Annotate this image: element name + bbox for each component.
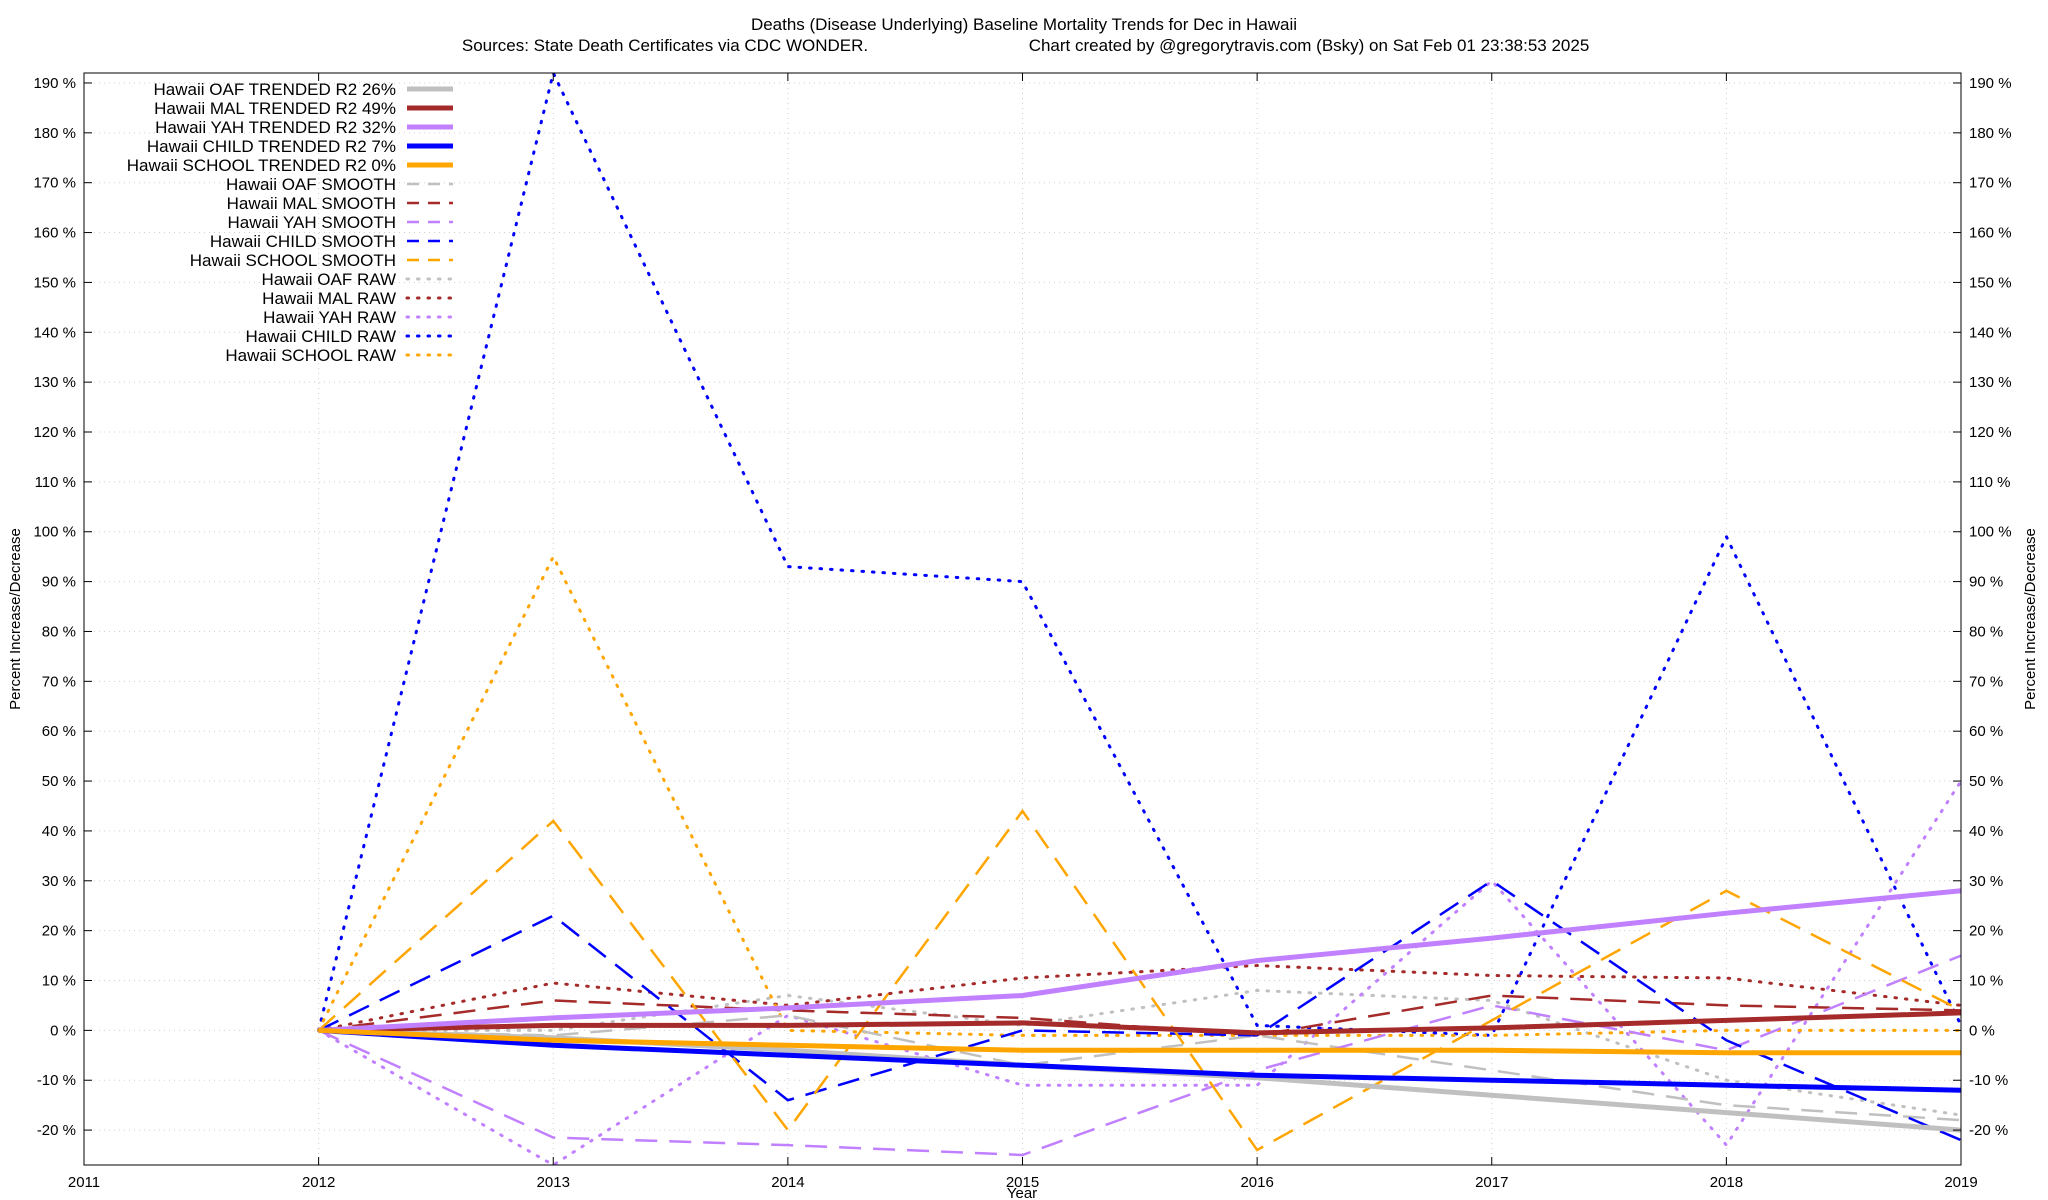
y-tick-label-right: 130 % (1969, 374, 2012, 391)
legend-label: Hawaii CHILD RAW (245, 327, 396, 346)
y-tick-label-left: 20 % (42, 923, 76, 940)
y-tick-label-right: 150 % (1969, 274, 2012, 291)
y-tick-label-left: 180 % (33, 125, 76, 142)
chart-subtitle-right: Chart created by @gregorytravis.com (Bsk… (1029, 36, 1590, 55)
x-tick-label: 2015 (1006, 1174, 1039, 1191)
y-tick-label-left: 120 % (33, 424, 76, 441)
series-line-hawaii-child-raw (317, 68, 1963, 1037)
y-tick-label-left: 30 % (42, 873, 76, 890)
y-tick-label-right: 120 % (1969, 424, 2012, 441)
y-tick-label-left: 40 % (42, 823, 76, 840)
chart-title: Deaths (Disease Underlying) Baseline Mor… (751, 15, 1297, 34)
legend-label: Hawaii SCHOOL SMOOTH (190, 251, 396, 270)
y-tick-label-right: 140 % (1969, 324, 2012, 341)
legend: Hawaii OAF TRENDED R2 26%Hawaii MAL TREN… (127, 80, 455, 365)
y-tick-label-left: 190 % (33, 75, 76, 92)
chart-subtitle-left: Sources: State Death Certificates via CD… (462, 36, 868, 55)
series-line-hawaii-child-smooth (318, 879, 1962, 1142)
y-tick-label-right: 50 % (1969, 773, 2003, 790)
series-line-hawaii-yah-smooth (318, 954, 1962, 1157)
x-axis-label: Year (1007, 1185, 1037, 1200)
y-tick-label-left: 90 % (42, 574, 76, 591)
y-tick-label-left: 100 % (33, 524, 76, 541)
y-tick-label-left: 0 % (50, 1022, 76, 1039)
legend-label: Hawaii SCHOOL TRENDED R2 0% (127, 156, 396, 175)
y-tick-label-right: 180 % (1969, 125, 2012, 142)
x-tick-label: 2016 (1240, 1174, 1273, 1191)
x-tick-label: 2013 (537, 1174, 570, 1191)
legend-label: Hawaii CHILD SMOOTH (210, 232, 396, 251)
legend-label: Hawaii YAH RAW (263, 308, 396, 327)
y-tick-label-right: 20 % (1969, 923, 2003, 940)
y-tick-label-left: -10 % (37, 1072, 76, 1089)
series-line-hawaii-child-trended-r2-7 (318, 1027, 1962, 1093)
axis-ticks: -20 % -20 % -10 % -10 % 0 % 0 % 10 % 10 % 20 % 20… (33, 73, 2012, 1191)
y-tick-label-left: 110 % (35, 474, 76, 491)
legend-label: Hawaii OAF RAW (262, 270, 396, 289)
y-tick-label-right: 90 % (1969, 574, 2003, 591)
y-tick-label-right: 100 % (1969, 524, 2012, 541)
legend-label: Hawaii MAL RAW (262, 289, 396, 308)
y-tick-label-left: 60 % (42, 723, 76, 740)
y-tick-label-left: 10 % (42, 973, 76, 990)
series-line-hawaii-yah-trended-r2-32 (318, 888, 1962, 1033)
y-axis-label-left: Percent Increase/Decrease (7, 528, 24, 710)
y-tick-label-right: 40 % (1969, 823, 2003, 840)
series-line-hawaii-school-trended-r2-0 (318, 1027, 1961, 1056)
series-line-hawaii-yah-raw (317, 779, 1963, 1167)
y-tick-label-left: 140 % (33, 324, 76, 341)
y-tick-label-left: 170 % (33, 175, 76, 192)
y-tick-label-left: 160 % (33, 225, 76, 242)
y-tick-label-right: 110 % (1969, 474, 2010, 491)
legend-label: Hawaii MAL TRENDED R2 49% (154, 99, 396, 118)
legend-label: Hawaii CHILD TRENDED R2 7% (147, 137, 396, 156)
y-tick-label-right: -20 % (1969, 1122, 2008, 1139)
y-tick-label-left: 80 % (42, 623, 76, 640)
y-tick-label-right: 80 % (1969, 623, 2003, 640)
legend-label: Hawaii OAF TRENDED R2 26% (154, 80, 396, 99)
y-axis-label-right: Percent Increase/Decrease (2022, 528, 2039, 710)
y-tick-label-right: 60 % (1969, 723, 2003, 740)
legend-label: Hawaii SCHOOL RAW (225, 346, 396, 365)
x-tick-label: 2017 (1475, 1174, 1508, 1191)
legend-label: Hawaii OAF SMOOTH (226, 175, 396, 194)
x-tick-label: 2014 (771, 1174, 804, 1191)
series-line-hawaii-school-raw (317, 553, 1963, 1037)
x-tick-label: 2012 (302, 1174, 335, 1191)
legend-label: Hawaii YAH SMOOTH (228, 213, 396, 232)
y-tick-label-left: 150 % (33, 274, 76, 291)
series-line-hawaii-mal-raw (317, 963, 1963, 1032)
x-tick-label: 2019 (1944, 1174, 1977, 1191)
y-tick-label-left: 70 % (42, 673, 76, 690)
y-tick-label-right: 30 % (1969, 873, 2003, 890)
x-tick-label: 2011 (68, 1174, 100, 1191)
y-tick-label-right: -10 % (1969, 1072, 2008, 1089)
x-tick-label: 2018 (1710, 1174, 1743, 1191)
series-group (317, 68, 1963, 1167)
y-tick-label-left: 130 % (33, 374, 76, 391)
y-tick-label-left: -20 % (37, 1122, 76, 1139)
legend-label: Hawaii MAL SMOOTH (227, 194, 396, 213)
y-tick-label-right: 190 % (1969, 75, 2012, 92)
series-line-hawaii-mal-trended-r2-49 (318, 1010, 1962, 1036)
y-tick-label-right: 70 % (1969, 673, 2003, 690)
y-tick-label-right: 170 % (1969, 175, 2012, 192)
legend-label: Hawaii YAH TRENDED R2 32% (155, 118, 396, 137)
y-tick-label-left: 50 % (42, 773, 76, 790)
y-tick-label-right: 10 % (1969, 973, 2003, 990)
y-tick-label-right: 160 % (1969, 225, 2012, 242)
y-tick-label-right: 0 % (1969, 1022, 1995, 1039)
